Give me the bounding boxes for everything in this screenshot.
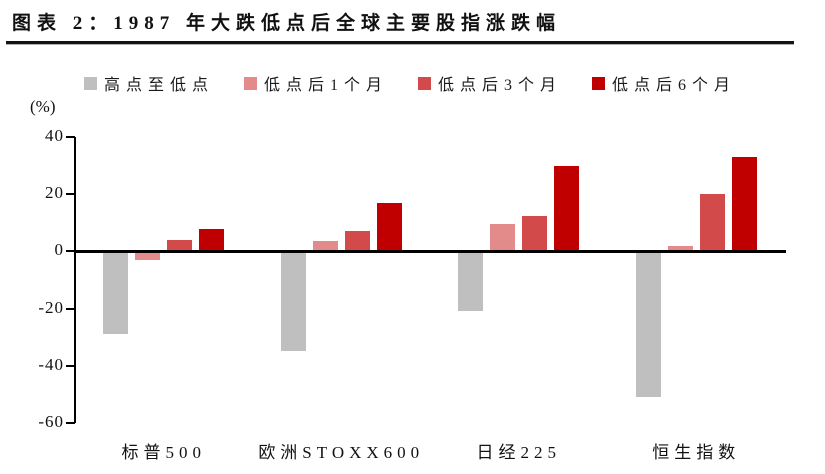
y-axis-tick	[66, 364, 75, 367]
x-axis-category-label: 日经225	[476, 443, 561, 462]
y-axis-tick-label: -60	[38, 412, 64, 431]
y-axis-tick	[66, 193, 75, 196]
y-axis-tick	[66, 307, 75, 310]
bar-欧洲STOXX600-低点后3个月	[344, 231, 370, 252]
y-axis-tick	[66, 250, 75, 253]
legend-swatch-icon	[84, 76, 97, 90]
legend-swatch-icon	[418, 76, 432, 90]
bar-恒生指数-低点后1个月	[667, 245, 693, 252]
y-axis-tick-label: -20	[38, 297, 64, 317]
y-axis-unit-label: (%)	[30, 97, 56, 116]
bar-恒生指数-低点后3个月	[699, 194, 725, 252]
legend-label: 高点至低点	[104, 77, 215, 94]
legend-item-4: 低点后6个月	[592, 71, 736, 95]
legend-label: 低点后6个月	[612, 77, 737, 94]
y-axis-tick	[66, 136, 75, 138]
bar-欧洲STOXX600-低点后6个月	[376, 202, 402, 252]
bar-欧洲STOXX600-低点后1个月	[312, 241, 338, 252]
bar-标普500-高点至低点	[103, 251, 129, 335]
legend-item-3: 低点后3个月	[418, 71, 562, 95]
bar-日经225-高点至低点	[458, 251, 484, 312]
y-axis-tick-label: 20	[45, 183, 64, 203]
bar-标普500-低点后6个月	[199, 228, 225, 252]
legend-item-1: 高点至低点	[84, 71, 214, 95]
bar-恒生指数-低点后6个月	[731, 157, 757, 252]
bar-日经225-低点后6个月	[554, 165, 580, 252]
bar-标普500-低点后1个月	[135, 251, 161, 260]
x-axis-category-label: 恒生指数	[652, 443, 741, 462]
x-axis-zero-line	[74, 249, 786, 253]
y-axis-line	[74, 137, 76, 423]
y-axis-tick-label: 40	[45, 126, 64, 145]
legend-label: 低点后1个月	[264, 77, 389, 94]
title-divider	[6, 41, 794, 45]
bar-恒生指数-高点至低点	[635, 251, 661, 398]
legend-swatch-icon	[592, 76, 606, 90]
y-axis-tick-label: -40	[38, 354, 64, 374]
bar-日经225-低点后3个月	[522, 215, 548, 252]
legend-label: 低点后3个月	[438, 77, 563, 94]
y-axis-tick	[66, 422, 75, 424]
bar-欧洲STOXX600-高点至低点	[280, 251, 306, 352]
bar-标普500-低点后3个月	[167, 239, 193, 252]
x-axis-category-label: 标普500	[121, 443, 206, 462]
y-axis-tick-label: 0	[54, 240, 64, 260]
chart-title: 图表 2：1987 年大跌低点后全球主要股指涨跌幅	[12, 13, 562, 34]
bar-日经225-低点后1个月	[490, 224, 516, 252]
x-axis-category-label: 欧洲STOXX600	[258, 443, 425, 462]
legend-swatch-icon	[244, 76, 258, 90]
chart-legend: 高点至低点 低点后1个月 低点后3个月 低点后6个月	[84, 71, 736, 95]
legend-item-2: 低点后1个月	[244, 71, 388, 95]
